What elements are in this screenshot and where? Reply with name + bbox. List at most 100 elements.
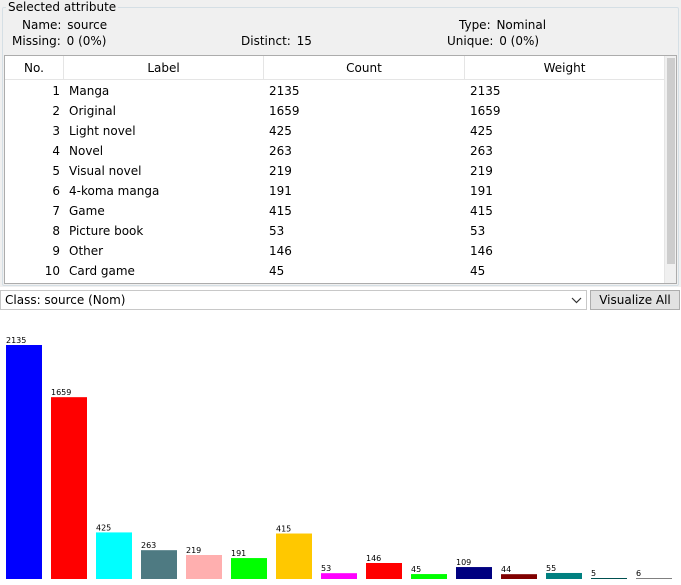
bar-value-label: 109 (456, 558, 471, 567)
vertical-scrollbar[interactable] (664, 56, 676, 283)
table-row[interactable]: 1 Manga 2135 2135 (5, 81, 664, 101)
unique-info: Unique: 0 (0%) (447, 34, 539, 49)
visualize-all-button[interactable]: Visualize All (590, 290, 680, 310)
row-weight: 415 (470, 204, 493, 218)
row-weight: 2135 (470, 84, 501, 98)
row-count: 53 (269, 224, 285, 238)
table-body: 1 Manga 2135 2135 2 Original 1659 1659 3 Light no… (5, 81, 664, 281)
class-select[interactable]: Class: source (Nom) (0, 290, 587, 310)
row-number: 9 (52, 244, 60, 258)
row-label: Game (69, 204, 105, 218)
bar-value-label: 55 (546, 564, 556, 573)
row-weight: 263 (470, 144, 493, 158)
bar-value-label: 263 (141, 541, 156, 550)
bar-11 (456, 567, 492, 579)
row-number: 1 (52, 84, 60, 98)
table-row[interactable]: 9 Other 146 146 (5, 241, 664, 261)
chevron-down-icon[interactable] (571, 291, 582, 315)
bar-value-label: 425 (96, 523, 111, 532)
scrollbar-thumb[interactable] (667, 58, 675, 264)
bar-value-label: 5 (591, 569, 596, 578)
row-number: 10 (44, 264, 60, 278)
row-label: Other (69, 244, 104, 258)
bar-7 (276, 533, 312, 579)
bar-value-label: 415 (276, 525, 291, 534)
selected-attribute-frame (2, 7, 679, 286)
row-number: 7 (52, 204, 60, 218)
row-label: Visual novel (69, 164, 142, 178)
row-label: Manga (69, 84, 110, 98)
row-number: 5 (52, 164, 60, 178)
missing-label: Missing: (12, 34, 61, 48)
row-count: 191 (269, 184, 292, 198)
name-label: Name: (22, 18, 62, 32)
bar-8 (321, 573, 357, 579)
row-number: 6 (52, 184, 60, 198)
row-count: 146 (269, 244, 292, 258)
bar-12 (501, 574, 537, 579)
row-weight: 1659 (470, 104, 501, 118)
bar-9 (366, 562, 402, 579)
row-number: 8 (52, 224, 60, 238)
row-count: 45 (269, 264, 285, 278)
bar-value-label: 1659 (51, 388, 71, 397)
column-header-count[interactable]: Count (264, 56, 465, 80)
attribute-values-table[interactable]: No. Label Count Weight 1 Manga 2135 2135 2 Or… (4, 55, 677, 284)
table-header: No. Label Count Weight (5, 56, 664, 80)
row-number: 3 (52, 124, 60, 138)
distinct-label: Distinct: (241, 34, 291, 48)
row-count: 425 (269, 124, 292, 138)
bar-3 (96, 532, 132, 579)
row-weight: 219 (470, 164, 493, 178)
table-row[interactable]: 4 Novel 263 263 (5, 141, 664, 161)
row-label: Picture book (69, 224, 144, 238)
row-weight: 53 (470, 224, 486, 238)
bar-2 (51, 397, 87, 579)
row-count: 1659 (269, 104, 300, 118)
selected-attribute-panel: Selected attribute Name: source Missing:… (0, 0, 681, 287)
row-label: 4-koma manga (69, 184, 160, 198)
distinct-info: Distinct: 15 (241, 34, 312, 49)
table-row[interactable]: 7 Game 415 415 (5, 201, 664, 221)
row-weight: 146 (470, 244, 493, 258)
bar-value-label: 6 (636, 569, 641, 578)
class-select-value: Class: source (Nom) (5, 293, 126, 307)
column-header-label[interactable]: Label (64, 56, 264, 80)
group-title: Selected attribute (6, 0, 119, 14)
bar-4 (141, 550, 177, 579)
type-value: Nominal (496, 18, 547, 32)
name-value: source (67, 18, 108, 32)
row-number: 2 (52, 104, 60, 118)
bar-value-label: 191 (231, 549, 246, 558)
bar-value-label: 2135 (6, 336, 26, 345)
bar-14 (591, 578, 627, 579)
missing-value: 0 (0%) (66, 34, 107, 48)
row-weight: 191 (470, 184, 493, 198)
row-count: 219 (269, 164, 292, 178)
table-row[interactable]: 2 Original 1659 1659 (5, 101, 664, 121)
bar-value-label: 146 (366, 554, 381, 563)
row-label: Novel (69, 144, 104, 158)
table-row[interactable]: 3 Light novel 425 425 (5, 121, 664, 141)
row-weight: 45 (470, 264, 486, 278)
table-row[interactable]: 5 Visual novel 219 219 (5, 161, 664, 181)
bar-1 (6, 345, 42, 579)
table-row[interactable]: 8 Picture book 53 53 (5, 221, 664, 241)
bar-13 (546, 572, 582, 579)
bar-value-label: 45 (411, 565, 421, 574)
table-row[interactable]: 10 Card game 45 45 (5, 261, 664, 281)
column-header-weight[interactable]: Weight (465, 56, 664, 80)
row-label: Original (69, 104, 116, 118)
row-count: 263 (269, 144, 292, 158)
bar-value-label: 53 (321, 564, 331, 573)
distinct-value: 15 (296, 34, 312, 48)
column-header-no[interactable]: No. (5, 56, 64, 80)
row-label: Light novel (69, 124, 136, 138)
table-row[interactable]: 6 4-koma manga 191 191 (5, 181, 664, 201)
type-info: Type: Nominal (459, 18, 546, 33)
bar-value-label: 44 (501, 565, 511, 574)
bar-6 (231, 558, 267, 579)
bar-10 (411, 574, 447, 579)
name-info: Name: source (22, 18, 107, 33)
